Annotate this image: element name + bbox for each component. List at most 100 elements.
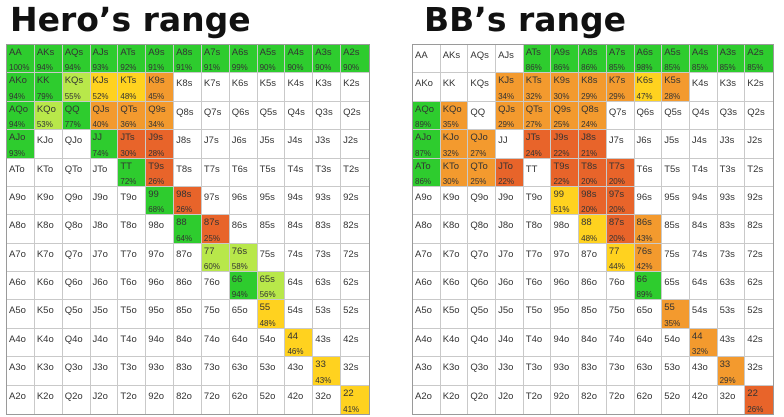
hand-cell: T9o [118, 186, 147, 216]
hand-label: AJs [498, 50, 514, 61]
hand-cell: 76o [606, 272, 635, 301]
hand-label: JTo [92, 163, 108, 175]
hand-cell: 72o [202, 385, 230, 414]
hand-label: 74o [203, 333, 220, 345]
hand-cell: 84s [285, 215, 314, 244]
hand-cell: A9o [413, 186, 441, 216]
hand-frequency: 48% [120, 91, 137, 101]
hand-label: K2o [36, 390, 54, 402]
hand-frequency: 48% [259, 318, 276, 328]
hand-cell: QQ [468, 101, 497, 131]
hand-label: KTs [120, 75, 137, 87]
hand-label: Q7o [470, 248, 489, 260]
hand-cell: 98s 20% [579, 186, 607, 216]
hand-label: 95o [553, 305, 570, 317]
hand-label: 86o [581, 277, 597, 289]
hand-cell: A5s 85% [662, 45, 690, 74]
hand-frequency: 86% [525, 63, 542, 73]
hand-frequency: 26% [176, 205, 193, 215]
hand-label: 98o [148, 220, 165, 232]
hand-label: 95o [148, 305, 165, 317]
hand-cell: 84o [174, 328, 202, 358]
hand-label: 76s [231, 245, 248, 257]
hand-cell: J8s [174, 130, 202, 159]
hand-cell: 96o [551, 272, 580, 301]
hand-cell: AA [413, 45, 441, 74]
hand-cell: J7s [201, 130, 230, 159]
hand-cell: A4o [7, 328, 35, 358]
hand-label: Q2s [747, 106, 765, 118]
hand-label: J6o [92, 277, 108, 289]
hand-cell: 99 68% [146, 186, 175, 216]
hand-label: 75o [608, 305, 625, 317]
hand-cell: 64s [285, 272, 314, 301]
hand-cell: 82s [745, 215, 773, 244]
hand-cell: T3s [717, 158, 746, 187]
hand-label: Q8s [581, 103, 599, 115]
hand-cell: T4o [523, 328, 552, 358]
hand-label: 62s [747, 277, 763, 289]
hand-cell: 77 44% [606, 243, 635, 273]
hand-label: QTs [525, 103, 543, 115]
hand-cell: J9s 28% [146, 130, 175, 159]
hand-label: 85s [259, 220, 275, 232]
hand-cell: 33 29% [717, 357, 746, 386]
hand-cell: T7s 20% [606, 158, 635, 187]
hand-cell: A8o [413, 215, 441, 244]
hand-cell: KK [440, 73, 469, 102]
hand-frequency: 34% [148, 120, 165, 130]
hand-cell: KTs 48% [118, 73, 147, 102]
hand-cell: 63o [634, 357, 663, 386]
hand-frequency: 25% [553, 120, 570, 130]
hand-label: 62s [343, 277, 359, 289]
hand-cell: A2s 85% [745, 45, 773, 74]
hand-label: QJs [92, 103, 110, 115]
hand-label: AJs [92, 47, 109, 58]
hand-frequency: 86% [553, 63, 570, 73]
hand-label: T3s [719, 163, 736, 175]
hand-cell: J7o [90, 243, 119, 273]
hand-label: T7s [203, 163, 220, 175]
hand-label: T5o [120, 305, 137, 317]
hand-cell: QQ 77% [62, 101, 91, 131]
hand-label: 65s [259, 274, 275, 286]
hand-label: K7s [203, 78, 221, 90]
hand-frequency: 86% [415, 176, 432, 186]
hand-label: A4o [9, 333, 26, 345]
hand-label: 99 [553, 188, 565, 200]
hand-label: K4o [36, 333, 54, 345]
hand-cell: 93o [146, 357, 175, 386]
hand-label: 93s [719, 191, 735, 203]
hand-cell: 42o [690, 385, 718, 414]
hand-label: 76o [608, 277, 625, 289]
hand-label: K8o [442, 220, 460, 232]
hand-cell: 54s [689, 300, 718, 329]
hand-cell: 92o [551, 385, 580, 414]
hand-label: A4s [691, 47, 709, 58]
hand-label: Q9o [64, 191, 83, 203]
hand-label: J6s [636, 135, 652, 147]
hand-cell: 72s [745, 244, 773, 273]
hand-label: 63o [636, 362, 653, 374]
hand-cell: J6s [634, 130, 663, 159]
hand-frequency: 35% [664, 318, 681, 328]
hand-cell: A9s 91% [146, 45, 175, 74]
hand-cell: K4o [440, 328, 469, 358]
hand-label: K5o [442, 305, 460, 317]
hand-cell: 55 48% [257, 300, 286, 329]
hand-cell: 53o [257, 357, 286, 386]
hand-label: 64s [691, 277, 708, 289]
hand-label: A4o [415, 333, 432, 345]
hand-label: 64o [636, 333, 653, 345]
hand-cell: 76o [201, 272, 230, 301]
hand-label: A4s [287, 47, 304, 58]
hand-label: 52s [747, 305, 763, 317]
hand-cell: Q8s 24% [579, 101, 607, 131]
hand-frequency: 29% [498, 120, 515, 130]
hand-label: 72o [203, 390, 220, 402]
hand-cell: J5o [90, 300, 119, 329]
hand-label: 76s [636, 245, 652, 257]
hand-cell: K7s [201, 73, 230, 102]
hand-cell: J3o [90, 357, 119, 386]
hand-cell: 82o [174, 385, 202, 414]
